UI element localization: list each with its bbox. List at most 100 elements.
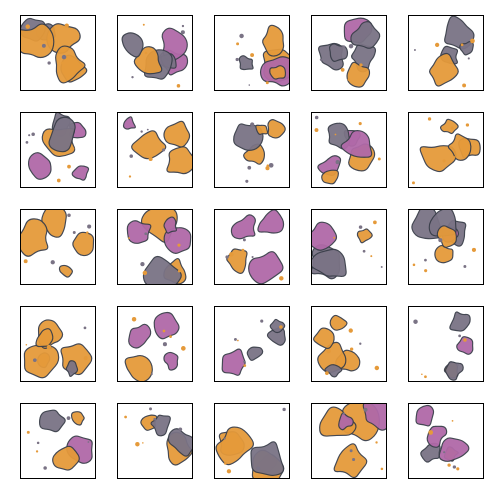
texture-blob <box>21 218 49 257</box>
texture-blob <box>23 344 60 379</box>
texture-blob <box>321 169 339 185</box>
texture-blob <box>269 318 286 334</box>
texture-speck <box>140 130 143 133</box>
texture-speck <box>28 134 31 137</box>
texture-speck <box>438 238 443 243</box>
texture-speck <box>128 237 131 240</box>
texture-speck <box>362 249 366 253</box>
texture-speck <box>50 260 55 265</box>
texture-speck <box>56 178 61 183</box>
texture-speck <box>470 38 475 44</box>
image-tile <box>214 306 290 382</box>
texture-speck <box>239 33 244 39</box>
texture-speck <box>233 337 237 341</box>
texture-blob <box>317 341 347 374</box>
image-tile <box>20 112 96 188</box>
texture-speck <box>314 128 319 132</box>
texture-speck <box>72 147 75 150</box>
texture-speck <box>67 164 71 169</box>
texture-blob <box>238 55 254 71</box>
texture-speck <box>248 84 251 86</box>
texture-blob <box>324 364 343 378</box>
texture-speck <box>282 407 286 412</box>
texture-speck <box>413 49 416 51</box>
texture-speck <box>61 54 67 60</box>
texture-speck <box>456 364 459 367</box>
texture-speck <box>442 159 446 163</box>
texture-speck <box>86 231 89 234</box>
texture-blob <box>52 445 80 471</box>
texture-blob <box>163 227 192 254</box>
image-tile <box>408 403 484 479</box>
texture-speck <box>251 255 254 259</box>
texture-speck <box>460 43 464 47</box>
texture-speck <box>35 450 39 453</box>
texture-blob <box>128 323 152 349</box>
texture-speck <box>467 57 470 60</box>
texture-speck <box>135 441 140 447</box>
texture-speck <box>150 373 153 375</box>
texture-speck <box>363 407 368 412</box>
texture-blob <box>257 210 285 234</box>
texture-speck <box>452 465 457 469</box>
image-tile <box>311 112 387 188</box>
texture-speck <box>46 344 52 350</box>
texture-speck <box>447 463 451 467</box>
texture-speck <box>247 165 252 170</box>
texture-speck <box>153 417 157 421</box>
texture-blob <box>72 231 95 257</box>
texture-blob <box>340 129 373 158</box>
texture-blob <box>153 311 180 340</box>
texture-speck <box>428 430 434 435</box>
texture-speck <box>370 255 373 258</box>
texture-speck <box>359 63 363 67</box>
texture-speck <box>421 373 423 376</box>
texture-speck <box>375 441 378 444</box>
texture-speck <box>462 83 467 88</box>
image-tile <box>117 112 193 188</box>
image-tile <box>214 209 290 285</box>
texture-speck <box>348 43 354 49</box>
texture-speck <box>265 166 270 171</box>
texture-speck <box>148 156 153 162</box>
texture-blob <box>338 412 354 431</box>
texture-blob <box>142 255 182 284</box>
texture-speck <box>146 128 149 131</box>
image-tile <box>311 403 387 479</box>
texture-blob <box>167 428 192 457</box>
texture-speck <box>128 175 132 178</box>
texture-blob <box>166 146 192 175</box>
texture-speck <box>47 61 51 65</box>
texture-blob <box>163 120 191 148</box>
texture-speck <box>349 347 354 351</box>
texture-speck <box>162 148 166 152</box>
texture-speck <box>87 224 92 229</box>
texture-speck <box>319 58 323 61</box>
texture-speck <box>443 451 446 454</box>
image-tile <box>214 403 290 479</box>
texture-speck <box>230 448 235 453</box>
texture-speck <box>237 339 239 342</box>
texture-speck <box>456 467 460 471</box>
texture-speck <box>256 466 261 471</box>
texture-speck <box>131 317 137 322</box>
texture-blob <box>362 404 386 431</box>
texture-speck <box>66 416 71 420</box>
texture-speck <box>349 449 353 453</box>
image-tile <box>117 15 193 91</box>
texture-blob <box>38 409 66 433</box>
texture-speck <box>162 329 166 333</box>
texture-speck <box>23 259 28 264</box>
texture-speck <box>245 179 249 183</box>
texture-speck <box>279 276 284 281</box>
image-tile <box>117 306 193 382</box>
texture-speck <box>142 442 144 444</box>
texture-speck <box>142 23 145 26</box>
texture-speck <box>359 342 362 345</box>
image-tile <box>20 15 96 91</box>
texture-blob <box>333 443 368 478</box>
texture-speck <box>314 115 319 120</box>
texture-speck <box>177 243 181 247</box>
image-tile <box>408 112 484 188</box>
texture-speck <box>451 419 454 422</box>
